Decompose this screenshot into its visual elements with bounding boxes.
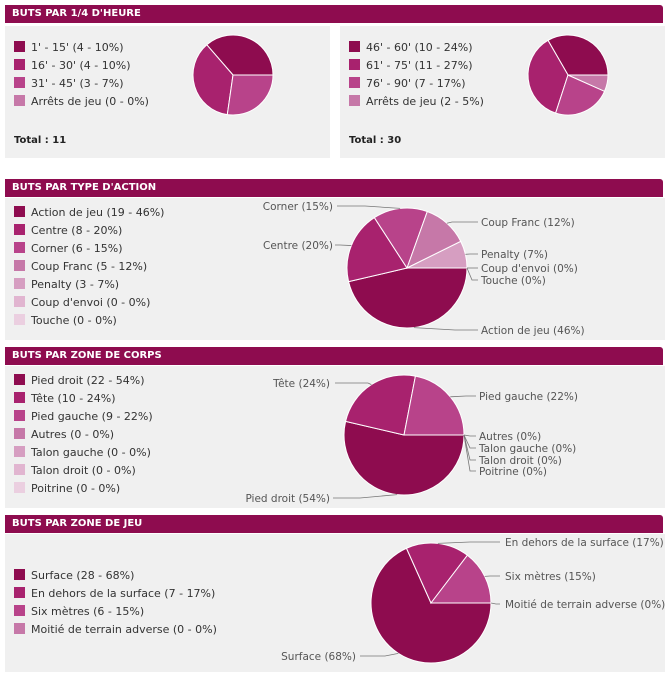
legend-swatch [14,41,25,52]
legend-swatch [14,428,25,439]
legend-item: Moitié de terrain adverse (0 - 0%) [14,623,217,637]
legend-label: Autres (0 - 0%) [31,428,115,441]
legend-label: Poitrine (0 - 0%) [31,482,121,495]
legend-label: 1' - 15' (4 - 10%) [31,41,124,54]
legend-item: Poitrine (0 - 0%) [14,482,120,496]
legend-item: Talon gauche (0 - 0%) [14,446,151,460]
legend-label: 46' - 60' (10 - 24%) [366,41,473,54]
legend-label: Arrêts de jeu (0 - 0%) [31,95,149,108]
legend-item: Six mètres (6 - 15%) [14,605,144,619]
section-title: BUTS PAR ZONE DE CORPS [12,350,162,361]
legend-item: Autres (0 - 0%) [14,428,114,442]
legend-label: En dehors de la surface (7 - 17%) [31,587,216,600]
section-header-zone: BUTS PAR ZONE DE JEU [5,515,663,533]
legend-swatch [349,95,360,106]
section-header-body: BUTS PAR ZONE DE CORPS [5,347,663,365]
legend-item: Tête (10 - 24%) [14,392,116,406]
legend-swatch [14,446,25,457]
legend-swatch [14,95,25,106]
legend-swatch [349,41,360,52]
legend-swatch [14,374,25,385]
section-header-action: BUTS PAR TYPE D'ACTION [5,179,663,197]
panel-zone [5,534,665,672]
panel-body [5,366,665,508]
legend-label: Arrêts de jeu (2 - 5%) [366,95,484,108]
legend-swatch [349,59,360,70]
legend-item: Touche (0 - 0%) [14,314,117,328]
panel-quarter-second-half [340,26,665,158]
legend-item: 46' - 60' (10 - 24%) [349,41,473,55]
legend-swatch [14,587,25,598]
legend-item: 61' - 75' (11 - 27%) [349,59,473,73]
legend-swatch [14,260,25,271]
legend-item: Talon droit (0 - 0%) [14,464,136,478]
legend-item: Penalty (3 - 7%) [14,278,119,292]
legend-swatch [14,569,25,580]
legend-swatch [14,59,25,70]
legend-item: Pied droit (22 - 54%) [14,374,145,388]
legend-label: Action de jeu (19 - 46%) [31,206,165,219]
legend-swatch [14,410,25,421]
legend-swatch [14,206,25,217]
section-title: BUTS PAR ZONE DE JEU [12,518,143,529]
legend-swatch [14,77,25,88]
total-first-half: Total : 11 [14,135,67,146]
legend-item: 76' - 90' (7 - 17%) [349,77,466,91]
legend-swatch [14,482,25,493]
section-title: BUTS PAR 1/4 D'HEURE [12,8,141,19]
legend-item: Surface (28 - 68%) [14,569,134,583]
total-second-half: Total : 30 [349,135,402,146]
legend-label: Penalty (3 - 7%) [31,278,120,291]
legend-label: Corner (6 - 15%) [31,242,123,255]
legend-swatch [14,278,25,289]
section-header-quarter: BUTS PAR 1/4 D'HEURE [5,5,663,23]
legend-label: Centre (8 - 20%) [31,224,123,237]
legend-item: En dehors de la surface (7 - 17%) [14,587,215,601]
legend-label: 16' - 30' (4 - 10%) [31,59,131,72]
legend-item: Coup Franc (5 - 12%) [14,260,147,274]
legend-item: Action de jeu (19 - 46%) [14,206,164,220]
legend-item: 1' - 15' (4 - 10%) [14,41,124,55]
legend-item: Coup d'envoi (0 - 0%) [14,296,150,310]
legend-label: 31' - 45' (3 - 7%) [31,77,124,90]
legend-swatch [14,392,25,403]
legend-label: Pied droit (22 - 54%) [31,374,145,387]
legend-item: 16' - 30' (4 - 10%) [14,59,131,73]
legend-item: Corner (6 - 15%) [14,242,123,256]
legend-label: Talon droit (0 - 0%) [31,464,136,477]
legend-item: 31' - 45' (3 - 7%) [14,77,124,91]
legend-label: Tête (10 - 24%) [31,392,116,405]
legend-swatch [14,623,25,634]
legend-item: Arrêts de jeu (0 - 0%) [14,95,149,109]
legend-swatch [349,77,360,88]
legend-swatch [14,242,25,253]
legend-item: Arrêts de jeu (2 - 5%) [349,95,484,109]
legend-label: Coup Franc (5 - 12%) [31,260,148,273]
legend-swatch [14,314,25,325]
legend-label: Touche (0 - 0%) [31,314,117,327]
legend-item: Pied gauche (9 - 22%) [14,410,153,424]
panel-action [5,198,665,340]
legend-swatch [14,605,25,616]
legend-label: Pied gauche (9 - 22%) [31,410,153,423]
legend-label: 61' - 75' (11 - 27%) [366,59,473,72]
legend-item: Centre (8 - 20%) [14,224,122,238]
legend-label: Surface (28 - 68%) [31,569,135,582]
legend-label: 76' - 90' (7 - 17%) [366,77,466,90]
panel-quarter-first-half [5,26,330,158]
legend-label: Six mètres (6 - 15%) [31,605,145,618]
legend-swatch [14,296,25,307]
legend-label: Talon gauche (0 - 0%) [31,446,151,459]
legend-swatch [14,464,25,475]
legend-label: Moitié de terrain adverse (0 - 0%) [31,623,217,636]
legend-swatch [14,224,25,235]
legend-label: Coup d'envoi (0 - 0%) [31,296,151,309]
section-title: BUTS PAR TYPE D'ACTION [12,182,157,193]
